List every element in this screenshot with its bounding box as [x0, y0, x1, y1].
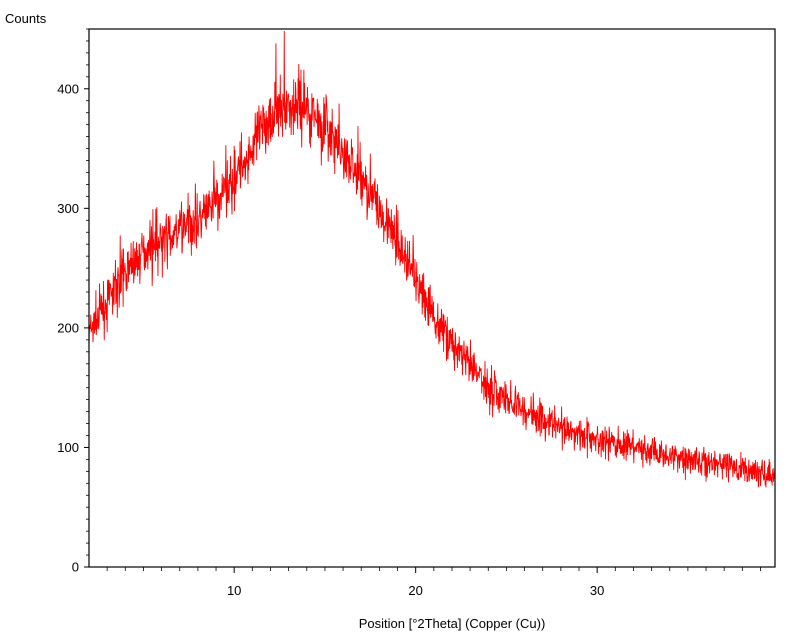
plot-frame	[88, 28, 776, 568]
x-tick-label: 30	[590, 583, 604, 598]
y-tick-label: 300	[57, 201, 79, 216]
y-tick-label: 200	[57, 320, 79, 335]
y-tick-label: 0	[72, 560, 79, 575]
y-axis: 0 100 200 300 400	[57, 28, 89, 575]
y-tick-label: 400	[57, 81, 79, 96]
x-axis-title: Position [°2Theta] (Copper (Cu))	[359, 616, 546, 631]
x-tick-label: 10	[227, 583, 241, 598]
y-axis-title: Counts	[5, 11, 47, 26]
y-tick-label: 100	[57, 440, 79, 455]
diffraction-series-line	[88, 30, 776, 488]
x-axis: 10 20 30	[106, 567, 761, 598]
x-tick-label: 20	[408, 583, 422, 598]
plot-area	[88, 30, 776, 488]
